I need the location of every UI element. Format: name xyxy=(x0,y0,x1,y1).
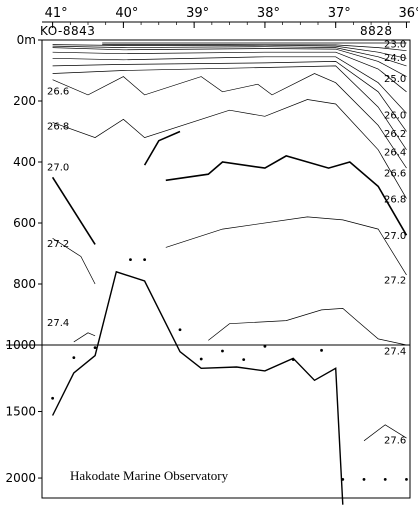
bottom-profile-line xyxy=(51,270,344,505)
isopycnal-label-right: 26.4 xyxy=(384,147,406,158)
isopycnal-line xyxy=(52,99,407,199)
sample-dot xyxy=(221,349,224,353)
lat-tick-label: 40° xyxy=(115,6,138,21)
isopycnal-line xyxy=(143,130,181,166)
bottom-profile xyxy=(51,270,344,505)
sample-dot xyxy=(143,258,147,261)
depth-tick-label: 200 xyxy=(13,94,36,108)
isopycnal-line xyxy=(102,44,407,52)
isopycnal-label-right: 26.0 xyxy=(384,111,406,122)
isopycnal-label-left: 27.0 xyxy=(47,163,69,174)
lat-tick-label: 36°N xyxy=(398,6,418,21)
isopycnal-line xyxy=(51,176,96,245)
depth-tick-label: 600 xyxy=(13,216,36,230)
depth-tick-label: 400 xyxy=(13,155,36,169)
isopycnal-lines xyxy=(51,42,408,442)
sample-dot xyxy=(129,258,132,261)
isopycnal-label-left: 27.4 xyxy=(47,318,69,329)
isopycnal-label-right: 27.6 xyxy=(384,435,406,446)
plot-frame xyxy=(6,21,411,499)
sample-points xyxy=(51,258,408,481)
isopycnal-line xyxy=(363,424,407,442)
isopycnal-line xyxy=(52,65,407,150)
isopycnal-line xyxy=(52,51,407,93)
isopycnal-line xyxy=(52,45,407,67)
lat-tick-label: 41° xyxy=(45,6,68,21)
sample-dot xyxy=(383,477,387,481)
isopycnal-line xyxy=(52,73,407,169)
isopycnal-line xyxy=(52,56,407,114)
isopycnal-line xyxy=(165,155,408,236)
sample-dot xyxy=(72,356,76,360)
isopycnal-label-right: 23.0 xyxy=(384,40,406,51)
depth-tick-label: 0m xyxy=(17,33,36,47)
depth-tick-label: 2000 xyxy=(5,471,36,485)
sample-dot xyxy=(320,348,323,352)
isopycnal-line xyxy=(208,308,407,346)
sample-dot xyxy=(178,328,182,332)
depth-tick-label: 1000 xyxy=(5,338,36,352)
isopycnal-label-left: 26.6 xyxy=(47,86,69,97)
isopycnal-label-right: 26.6 xyxy=(384,169,406,180)
lat-tick-label: 37° xyxy=(328,6,351,21)
isopycnal-line xyxy=(165,216,407,276)
isopycnal-line xyxy=(52,238,96,285)
sample-dot xyxy=(263,344,267,348)
depth-tick-label: 800 xyxy=(13,277,36,291)
observatory-credit: Hakodate Marine Observatory xyxy=(70,468,229,483)
isopycnal-label-right: 26.8 xyxy=(384,195,406,206)
isopycnal-label-right: 27.2 xyxy=(384,275,406,286)
isopycnal-line xyxy=(52,61,407,132)
depth-axis: 0m 200 400 600 800 1000 1500 2000 xyxy=(5,33,42,485)
depth-tick-label: 1500 xyxy=(5,405,36,419)
lat-tick-label: 38° xyxy=(257,6,280,21)
sample-dot xyxy=(242,358,246,362)
isopycnal-label-right: 24.0 xyxy=(384,53,406,64)
sample-dot xyxy=(199,357,203,361)
latitude-axis: 41° 40° 39° 38° 37° 36°N xyxy=(45,6,418,28)
station-right-label: 8828 xyxy=(360,24,393,38)
sample-dot xyxy=(405,477,408,481)
isopycnal-line xyxy=(52,47,407,77)
sample-dot xyxy=(51,396,55,400)
sample-dot xyxy=(341,477,345,481)
lat-tick-label: 39° xyxy=(186,6,209,21)
sample-dot xyxy=(362,477,366,481)
station-left-label: KO-8843 xyxy=(40,24,95,38)
isopycnal-label-right: 26.2 xyxy=(384,129,406,140)
isopycnal-line xyxy=(73,332,96,343)
isopycnal-label-left: 27.2 xyxy=(47,239,69,250)
isopycnal-label-right: 27.4 xyxy=(384,346,406,357)
isopycnal-label-left: 26.8 xyxy=(47,121,69,132)
sample-dot xyxy=(93,346,97,350)
isopycnal-label-right: 27.0 xyxy=(384,231,406,242)
plot-border xyxy=(41,39,411,499)
isopycnal-line xyxy=(52,44,407,59)
sample-dot xyxy=(291,358,295,362)
isopycnal-label-right: 25.0 xyxy=(384,74,406,85)
isopycnal-labels: 26.6 26.8 27.0 27.2 27.4 23.0 24.0 25.0 26.0 26.2… xyxy=(47,40,406,447)
